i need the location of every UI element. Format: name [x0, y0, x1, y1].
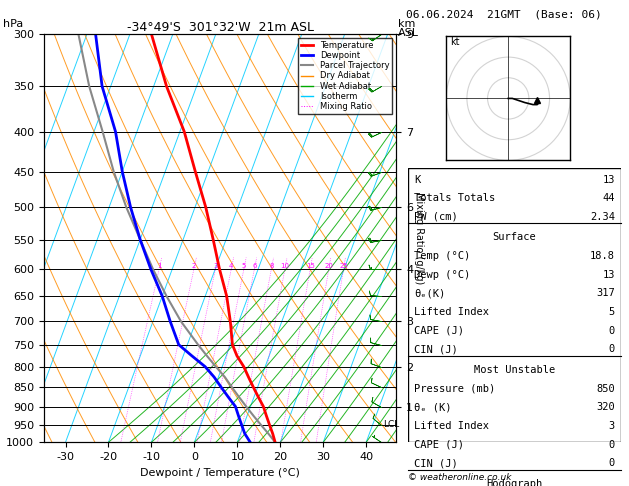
X-axis label: Dewpoint / Temperature (°C): Dewpoint / Temperature (°C)	[140, 468, 300, 478]
Text: 13: 13	[603, 174, 615, 185]
Text: 06.06.2024  21GMT  (Base: 06): 06.06.2024 21GMT (Base: 06)	[406, 9, 601, 19]
Text: 0: 0	[609, 326, 615, 336]
Text: CAPE (J): CAPE (J)	[414, 440, 464, 450]
Text: ASL: ASL	[398, 29, 418, 38]
Text: 8: 8	[269, 263, 274, 269]
Text: Surface: Surface	[493, 232, 537, 243]
Text: 2: 2	[192, 263, 196, 269]
Text: Pressure (mb): Pressure (mb)	[414, 383, 495, 394]
Legend: Temperature, Dewpoint, Parcel Trajectory, Dry Adiabat, Wet Adiabat, Isotherm, Mi: Temperature, Dewpoint, Parcel Trajectory…	[298, 38, 392, 114]
Text: θₑ(K): θₑ(K)	[414, 288, 445, 298]
Text: 3: 3	[609, 421, 615, 431]
Text: 13: 13	[603, 270, 615, 280]
Y-axis label: hPa: hPa	[0, 228, 1, 248]
Text: 850: 850	[596, 383, 615, 394]
Text: 4: 4	[229, 263, 233, 269]
Text: 0: 0	[609, 440, 615, 450]
Y-axis label: Mixing Ratio (g/kg): Mixing Ratio (g/kg)	[415, 192, 424, 284]
Text: θₑ (K): θₑ (K)	[414, 402, 452, 412]
Text: 25: 25	[339, 263, 348, 269]
Text: Lifted Index: Lifted Index	[414, 307, 489, 317]
Text: © weatheronline.co.uk: © weatheronline.co.uk	[408, 473, 511, 482]
Text: Lifted Index: Lifted Index	[414, 421, 489, 431]
Text: 10: 10	[281, 263, 289, 269]
Text: Most Unstable: Most Unstable	[474, 365, 555, 375]
Text: 20: 20	[325, 263, 333, 269]
Text: PW (cm): PW (cm)	[414, 212, 458, 222]
Text: Temp (°C): Temp (°C)	[414, 251, 470, 261]
Text: Totals Totals: Totals Totals	[414, 193, 495, 203]
Text: kt: kt	[450, 37, 460, 47]
Text: 6: 6	[252, 263, 257, 269]
Text: 44: 44	[603, 193, 615, 203]
Text: 18.8: 18.8	[590, 251, 615, 261]
Text: 320: 320	[596, 402, 615, 412]
Text: 317: 317	[596, 288, 615, 298]
Text: K: K	[414, 174, 420, 185]
Text: 1: 1	[157, 263, 162, 269]
Text: CIN (J): CIN (J)	[414, 345, 458, 354]
Text: Dewp (°C): Dewp (°C)	[414, 270, 470, 280]
Text: 5: 5	[242, 263, 246, 269]
Text: hPa: hPa	[3, 19, 23, 29]
Text: km: km	[398, 19, 415, 29]
Text: 2.34: 2.34	[590, 212, 615, 222]
Text: 0: 0	[609, 345, 615, 354]
Text: 5: 5	[609, 307, 615, 317]
Text: 15: 15	[306, 263, 314, 269]
Text: 0: 0	[609, 458, 615, 469]
Text: Hodograph: Hodograph	[486, 479, 543, 486]
Text: CIN (J): CIN (J)	[414, 458, 458, 469]
Text: 3: 3	[213, 263, 218, 269]
Text: CAPE (J): CAPE (J)	[414, 326, 464, 336]
Title: -34°49'S  301°32'W  21m ASL: -34°49'S 301°32'W 21m ASL	[126, 21, 314, 34]
Text: LCL: LCL	[384, 420, 399, 429]
